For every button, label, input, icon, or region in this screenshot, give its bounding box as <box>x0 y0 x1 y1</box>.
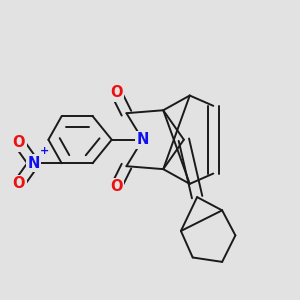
Text: N: N <box>136 132 149 147</box>
Text: O: O <box>110 179 122 194</box>
Text: N: N <box>28 156 40 171</box>
Text: O: O <box>110 85 122 100</box>
Text: O: O <box>13 176 25 191</box>
Text: +: + <box>40 146 50 156</box>
Text: O: O <box>13 135 25 150</box>
